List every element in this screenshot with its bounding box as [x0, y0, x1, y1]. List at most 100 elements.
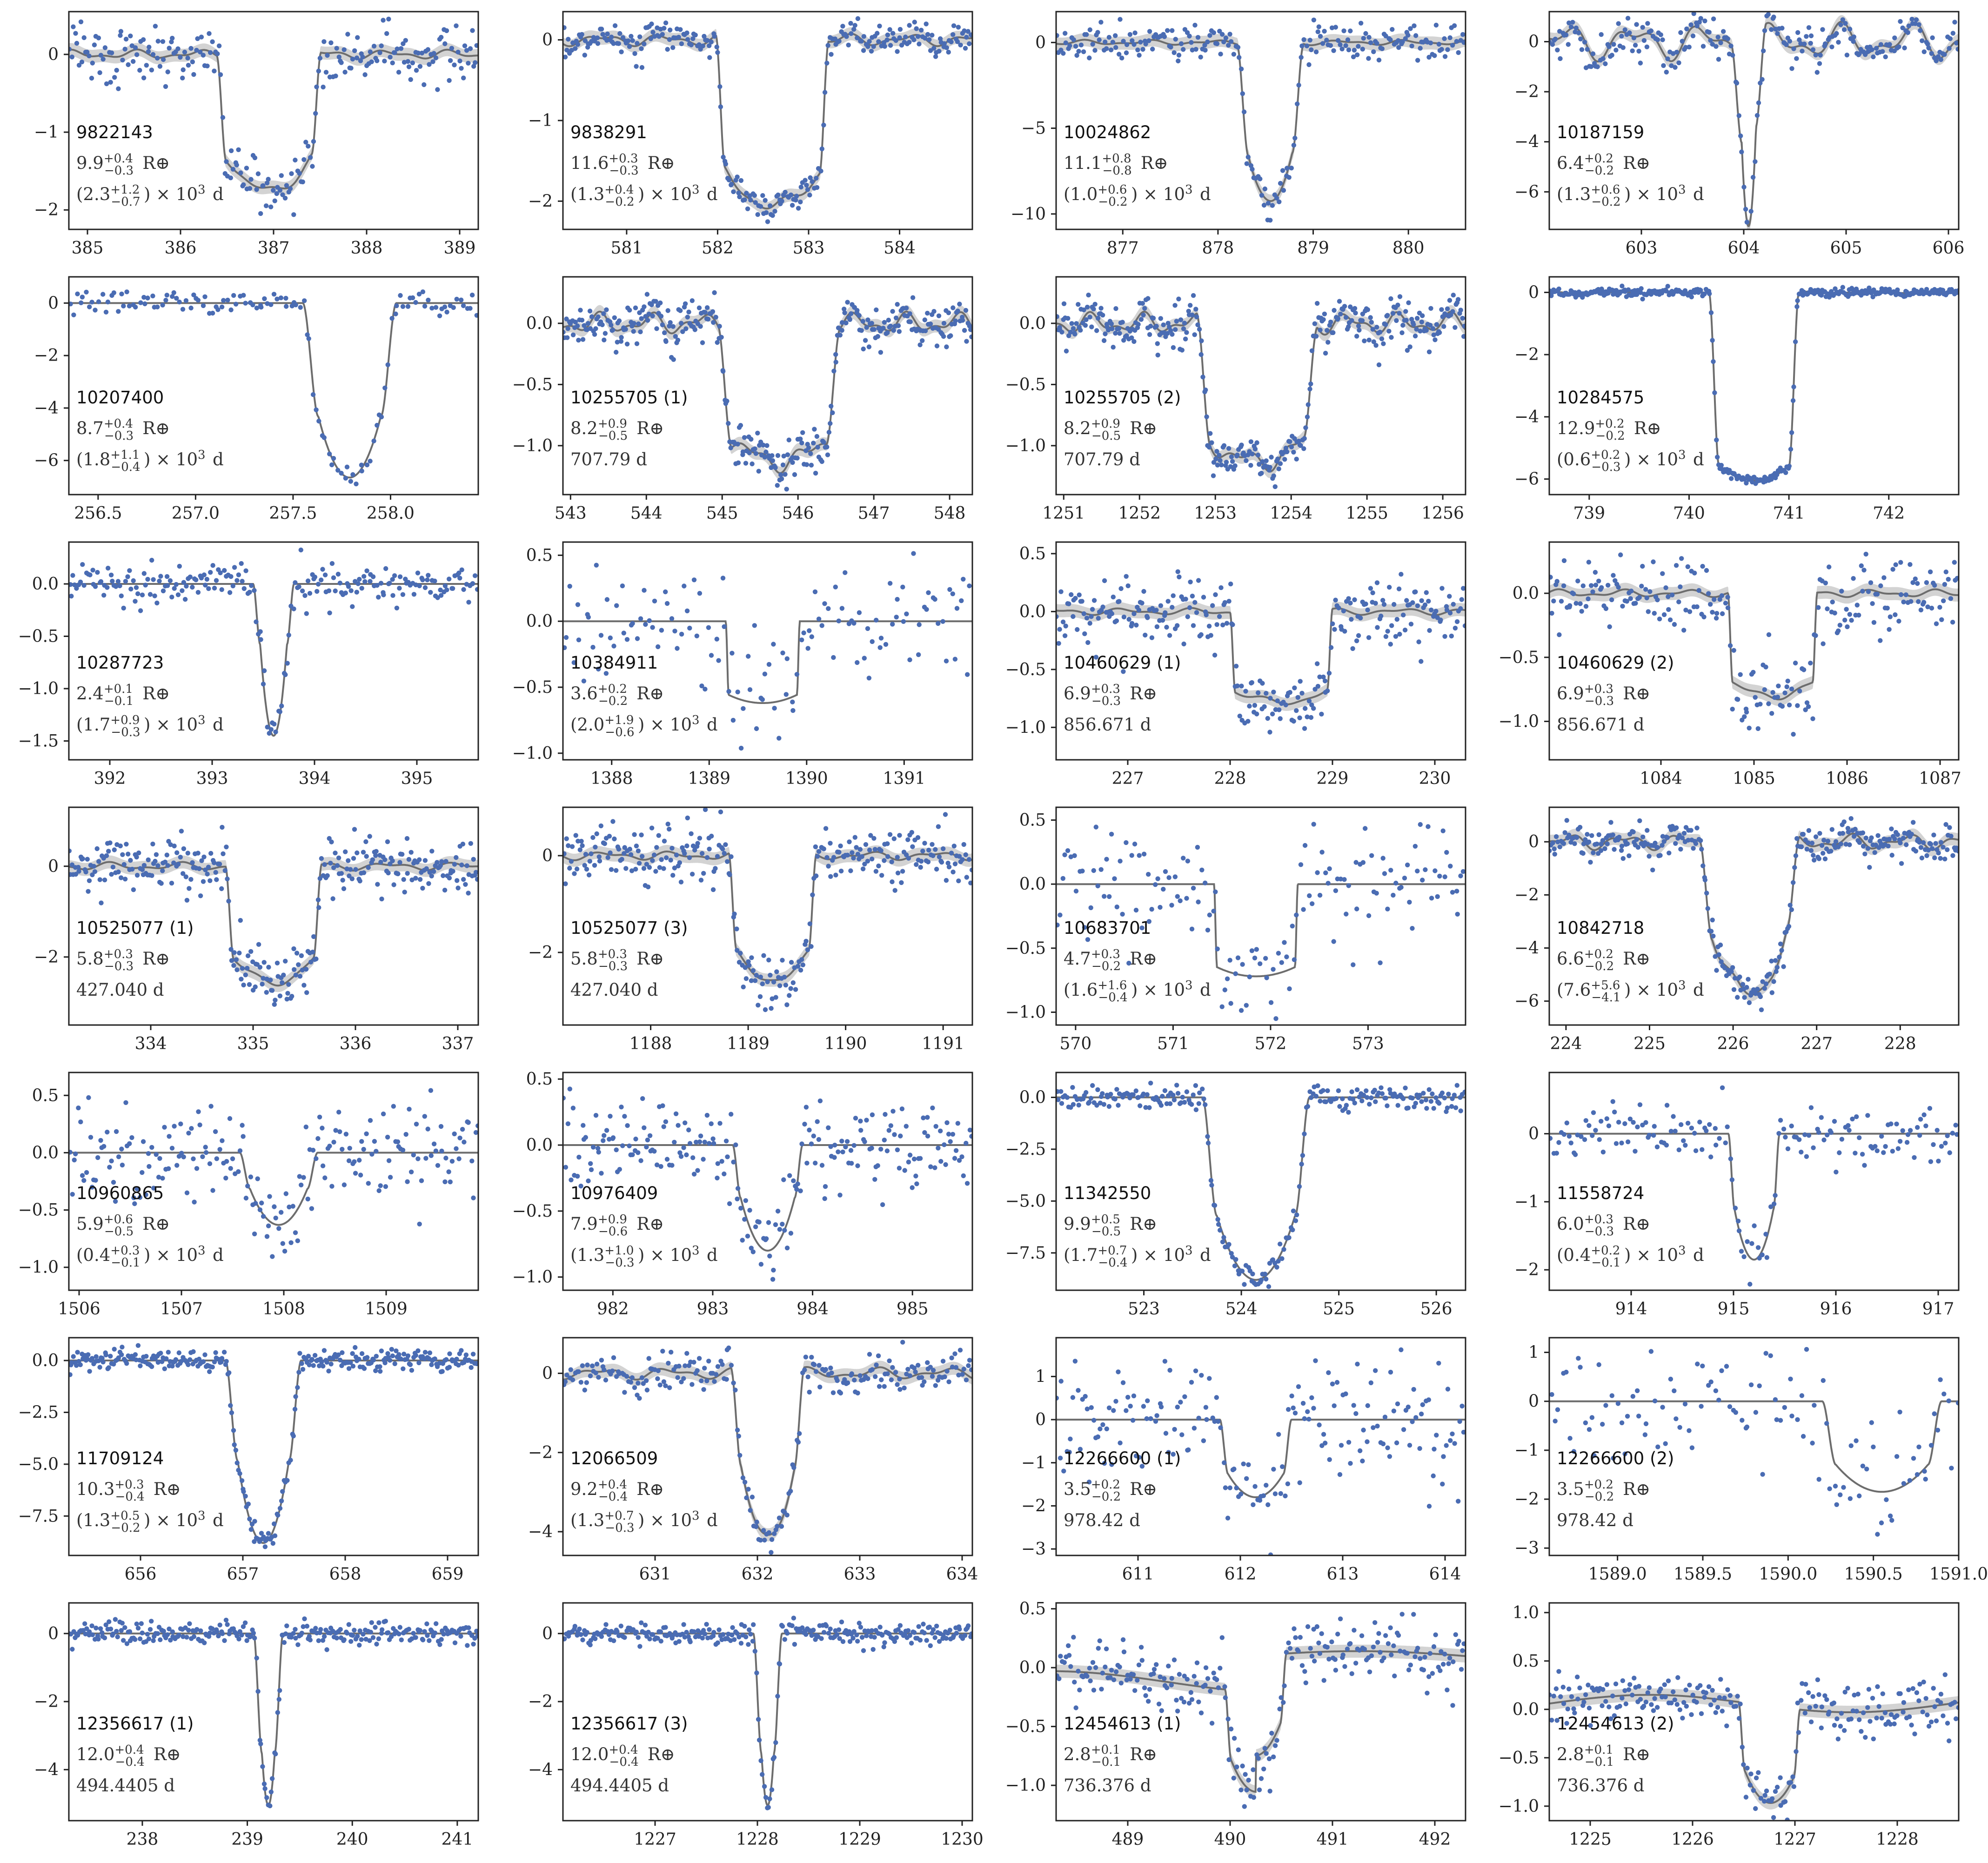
flux-point	[1136, 1095, 1141, 1100]
flux-point	[1278, 1241, 1283, 1246]
flux-point	[1630, 48, 1635, 54]
flux-point	[1898, 592, 1904, 597]
flux-point	[730, 650, 735, 656]
flux-point	[141, 863, 147, 868]
flux-point	[692, 847, 697, 853]
flux-point	[1385, 906, 1390, 911]
flux-point	[1237, 713, 1242, 719]
flux-point	[1264, 1276, 1269, 1282]
flux-point	[1142, 306, 1147, 311]
flux-point	[1138, 317, 1144, 322]
y-tick-label: 0	[48, 857, 59, 876]
flux-point	[1744, 985, 1749, 990]
flux-point	[1348, 28, 1353, 34]
flux-point	[1854, 603, 1860, 608]
flux-point	[582, 38, 588, 43]
flux-point	[280, 1241, 285, 1246]
flux-point	[402, 890, 407, 895]
flux-point	[589, 314, 595, 319]
flux-point	[348, 479, 353, 484]
flux-point	[610, 1135, 616, 1140]
flux-point	[401, 41, 406, 47]
flux-point	[175, 592, 181, 597]
flux-point	[343, 1132, 349, 1137]
flux-point	[1112, 1097, 1118, 1102]
flux-point	[1561, 558, 1567, 563]
flux-point	[342, 69, 348, 75]
flux-point	[694, 633, 700, 639]
flux-point	[822, 1196, 827, 1201]
flux-point	[228, 175, 233, 181]
flux-point	[605, 855, 610, 860]
flux-point	[1822, 856, 1828, 862]
flux-point	[1931, 832, 1936, 838]
flux-point	[737, 194, 742, 200]
flux-point	[1333, 1096, 1339, 1101]
flux-point	[1370, 590, 1375, 596]
flux-point	[174, 1163, 180, 1168]
flux-point	[614, 1147, 619, 1153]
flux-point	[69, 582, 73, 587]
flux-point	[1838, 22, 1843, 27]
flux-point	[1816, 605, 1821, 610]
flux-point	[1132, 841, 1138, 847]
flux-point	[444, 587, 449, 592]
flux-point	[816, 617, 822, 622]
flux-point	[1916, 599, 1921, 604]
flux-point	[1061, 301, 1067, 306]
flux-point	[167, 1134, 172, 1139]
flux-point	[861, 346, 866, 352]
flux-point	[1101, 338, 1107, 343]
flux-point	[690, 1155, 696, 1160]
flux-point	[843, 570, 848, 575]
flux-point	[750, 1249, 756, 1254]
flux-point	[899, 1106, 905, 1112]
flux-point	[108, 572, 114, 578]
x-tick-label: 1508	[262, 1300, 305, 1319]
flux-point	[1168, 1101, 1173, 1106]
flux-point	[745, 1233, 750, 1239]
flux-point	[1820, 27, 1825, 32]
flux-point	[181, 871, 186, 876]
flux-point	[1255, 452, 1261, 458]
flux-point	[1340, 1096, 1345, 1101]
flux-point	[1242, 1282, 1247, 1287]
flux-point	[1109, 321, 1114, 327]
flux-point	[844, 34, 849, 39]
flux-point	[1258, 176, 1263, 181]
x-tick-label: 1191	[922, 1034, 964, 1053]
flux-point	[735, 174, 740, 180]
flux-point	[72, 1157, 77, 1163]
flux-point	[1352, 1100, 1357, 1106]
flux-point	[1941, 598, 1946, 603]
flux-point	[1719, 593, 1725, 598]
flux-point	[1146, 38, 1151, 43]
flux-point	[449, 46, 455, 51]
flux-point	[1342, 629, 1347, 634]
flux-point	[601, 1138, 606, 1143]
flux-point	[1187, 34, 1192, 39]
flux-point	[390, 60, 395, 66]
flux-point	[178, 855, 183, 860]
flux-point	[1917, 839, 1922, 845]
flux-point	[1083, 323, 1088, 328]
flux-point	[651, 852, 657, 858]
flux-point	[890, 31, 896, 36]
flux-point	[768, 203, 773, 208]
flux-point	[670, 324, 676, 329]
flux-point	[1341, 28, 1346, 34]
flux-point	[334, 46, 339, 51]
flux-point	[1704, 568, 1709, 573]
flux-point	[1227, 32, 1232, 37]
flux-point	[1368, 315, 1373, 320]
flux-point	[825, 452, 830, 457]
flux-point	[1182, 1099, 1187, 1105]
flux-point	[343, 590, 348, 596]
flux-point	[228, 148, 234, 154]
flux-point	[1095, 883, 1100, 889]
flux-point	[900, 584, 905, 590]
flux-point	[1343, 315, 1349, 320]
flux-point	[214, 877, 219, 882]
flux-point	[73, 31, 78, 36]
flux-point	[305, 578, 311, 583]
